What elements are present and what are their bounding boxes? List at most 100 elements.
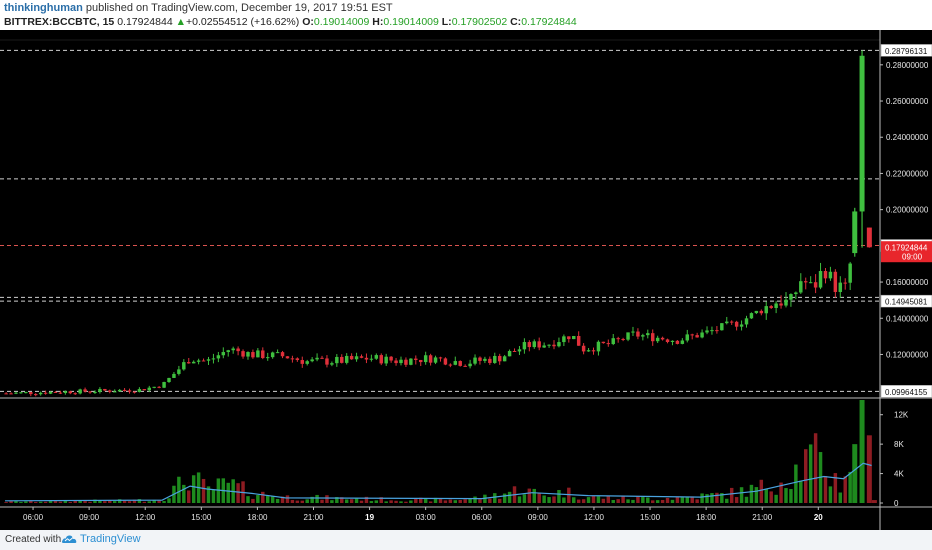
candle-body [428, 355, 433, 363]
price-tick-label: 0.26000000 [886, 97, 929, 106]
volume-bar [369, 501, 374, 503]
candle-body [720, 323, 724, 331]
time-tick-label: 15:00 [191, 513, 212, 522]
volume-bar [290, 500, 295, 503]
volume-bar [611, 499, 615, 503]
candle-body [685, 334, 690, 341]
candle-body [769, 306, 773, 308]
volume-bars [4, 400, 877, 503]
candle-body [132, 391, 137, 393]
candle-body [458, 361, 462, 366]
time-tick-label: 06:00 [23, 513, 44, 522]
volume-bar [226, 482, 230, 503]
volume-bar [591, 495, 596, 503]
volume-bar [152, 499, 156, 503]
candle-body [596, 341, 601, 352]
volume-bar [646, 497, 650, 503]
volume-bar [517, 496, 522, 503]
volume-bar [122, 500, 127, 503]
candle-body [157, 386, 161, 388]
volume-bar [838, 492, 843, 503]
candle-body [231, 348, 235, 351]
volume-bar [38, 501, 43, 503]
time-tick-label: 09:00 [79, 513, 100, 522]
candle-body [729, 321, 734, 323]
time-tick-label: 03:00 [416, 513, 437, 522]
chart-canvas[interactable]: 0.12000000 0.14000000 0.16000000 0.20000000… [0, 30, 932, 530]
volume-bar [349, 499, 354, 503]
volume-bar [621, 495, 625, 503]
volume-bar [438, 498, 443, 503]
candle-body [73, 393, 77, 395]
candle-body [53, 391, 58, 393]
tradingview-brand-link[interactable]: TradingView [80, 533, 141, 545]
close-label: C: [510, 16, 522, 28]
candle-body [349, 355, 354, 360]
candle-body [655, 337, 660, 342]
candle-body [799, 281, 803, 293]
candle-body [502, 356, 507, 362]
volume-bar [789, 489, 793, 503]
candle-body [493, 355, 497, 363]
candle-body [127, 390, 132, 392]
candle-body [423, 355, 428, 363]
candle-body [532, 341, 536, 348]
candle-body [433, 357, 438, 363]
spike-volume-bar [859, 400, 865, 503]
volume-bar [236, 483, 240, 503]
candle-body [182, 362, 186, 370]
candle-body [473, 357, 477, 364]
candle-body [246, 352, 250, 357]
volume-bar [256, 495, 260, 503]
candle-body [774, 303, 778, 308]
volume-bar [655, 500, 660, 503]
last-price-tag [881, 241, 932, 263]
volume-bar [389, 500, 393, 503]
volume-bar [720, 493, 724, 503]
volume-bar [552, 496, 556, 503]
candle-body [117, 389, 122, 392]
candle-body [384, 356, 388, 364]
volume-bar [744, 496, 749, 503]
candle-body [675, 340, 680, 344]
volume-bar [631, 499, 635, 503]
candle-body [794, 292, 798, 295]
candle-body [828, 271, 833, 279]
candle-body [512, 350, 517, 352]
candle-body [448, 364, 453, 366]
candle-body [108, 390, 112, 392]
volume-bar [167, 498, 171, 503]
volume-bar [325, 495, 329, 503]
volume-bar [63, 500, 68, 503]
volume-bar [24, 501, 28, 503]
volume-bar [532, 488, 536, 503]
volume-bar [127, 501, 132, 503]
candle-body [631, 331, 635, 333]
volume-bar [93, 499, 97, 503]
spike-candle-body [866, 227, 872, 248]
time-tick-label: 21:00 [303, 513, 324, 522]
volume-bar [78, 500, 82, 503]
candle-body [216, 355, 221, 359]
author-link[interactable]: thinkinghuman [4, 2, 83, 14]
candle-body [483, 358, 487, 361]
volume-bar [626, 499, 630, 503]
chart-header: thinkinghuman published on TradingView.c… [0, 0, 932, 30]
candle-body [305, 361, 309, 364]
time-tick-label: 18:00 [247, 513, 268, 522]
volume-bar [157, 500, 161, 503]
candle-body [38, 392, 43, 395]
candle-body [784, 299, 788, 306]
candle-body [187, 362, 191, 364]
volume-bar [330, 500, 334, 503]
volume-bar [384, 501, 388, 503]
symbol-label[interactable]: BITTREX:BCCBTC, 15 [4, 16, 115, 28]
candle-body [670, 340, 675, 343]
volume-tick-label: 12K [894, 411, 909, 420]
candle-body [497, 355, 502, 362]
candle-body [562, 336, 566, 343]
volume-bar [764, 488, 768, 503]
volume-bar [108, 500, 112, 503]
time-tick-label: 15:00 [640, 513, 661, 522]
volume-bar [182, 484, 186, 503]
